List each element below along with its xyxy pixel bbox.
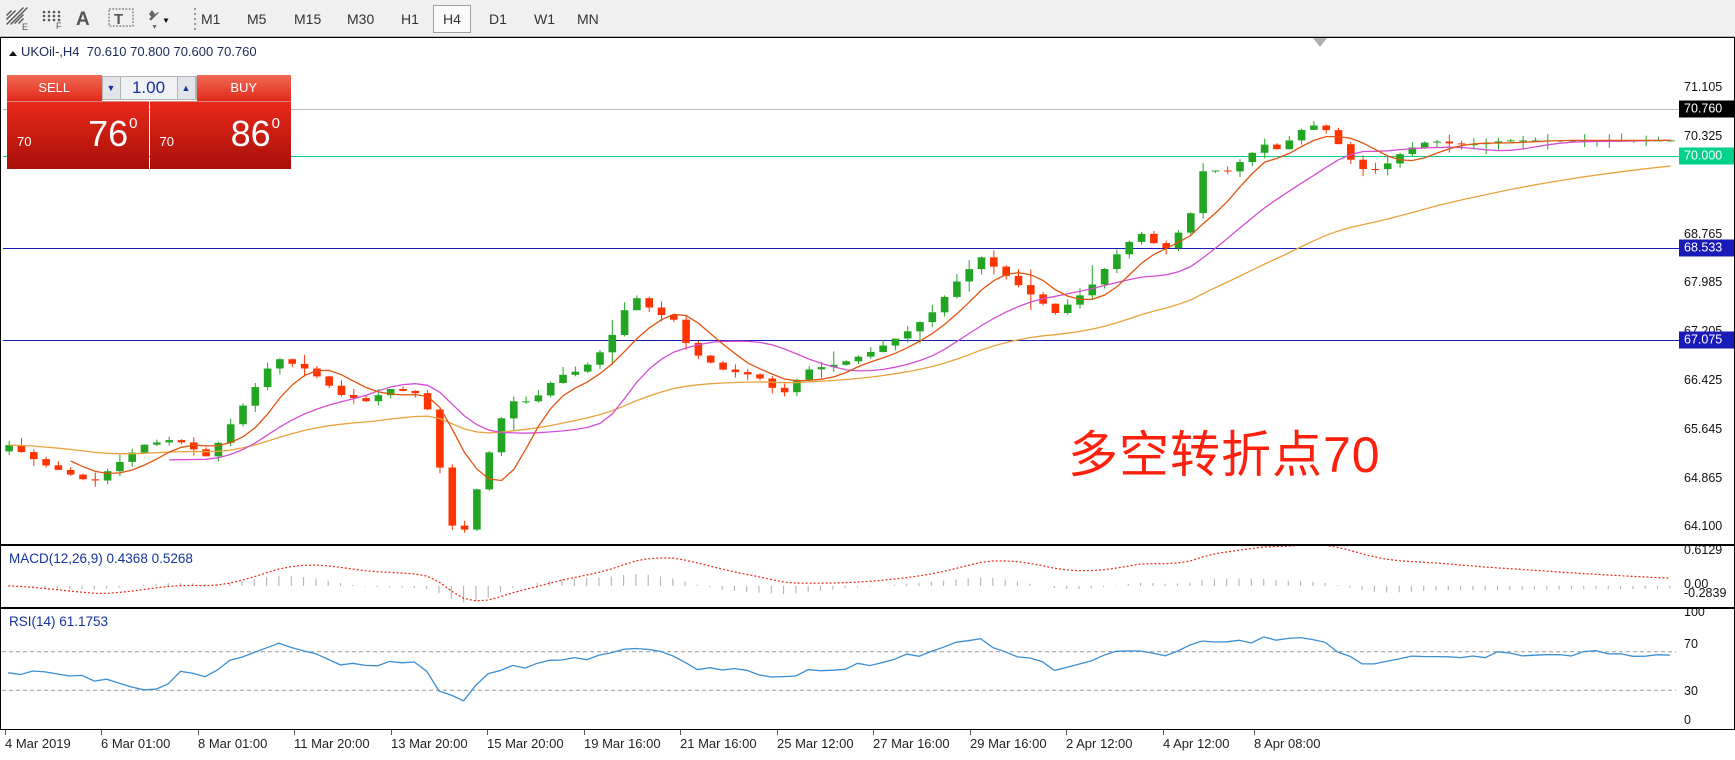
svg-text:A: A <box>76 9 90 30</box>
svg-text:E: E <box>22 22 28 31</box>
svg-text:T: T <box>114 11 123 28</box>
svg-text:F: F <box>56 21 62 30</box>
